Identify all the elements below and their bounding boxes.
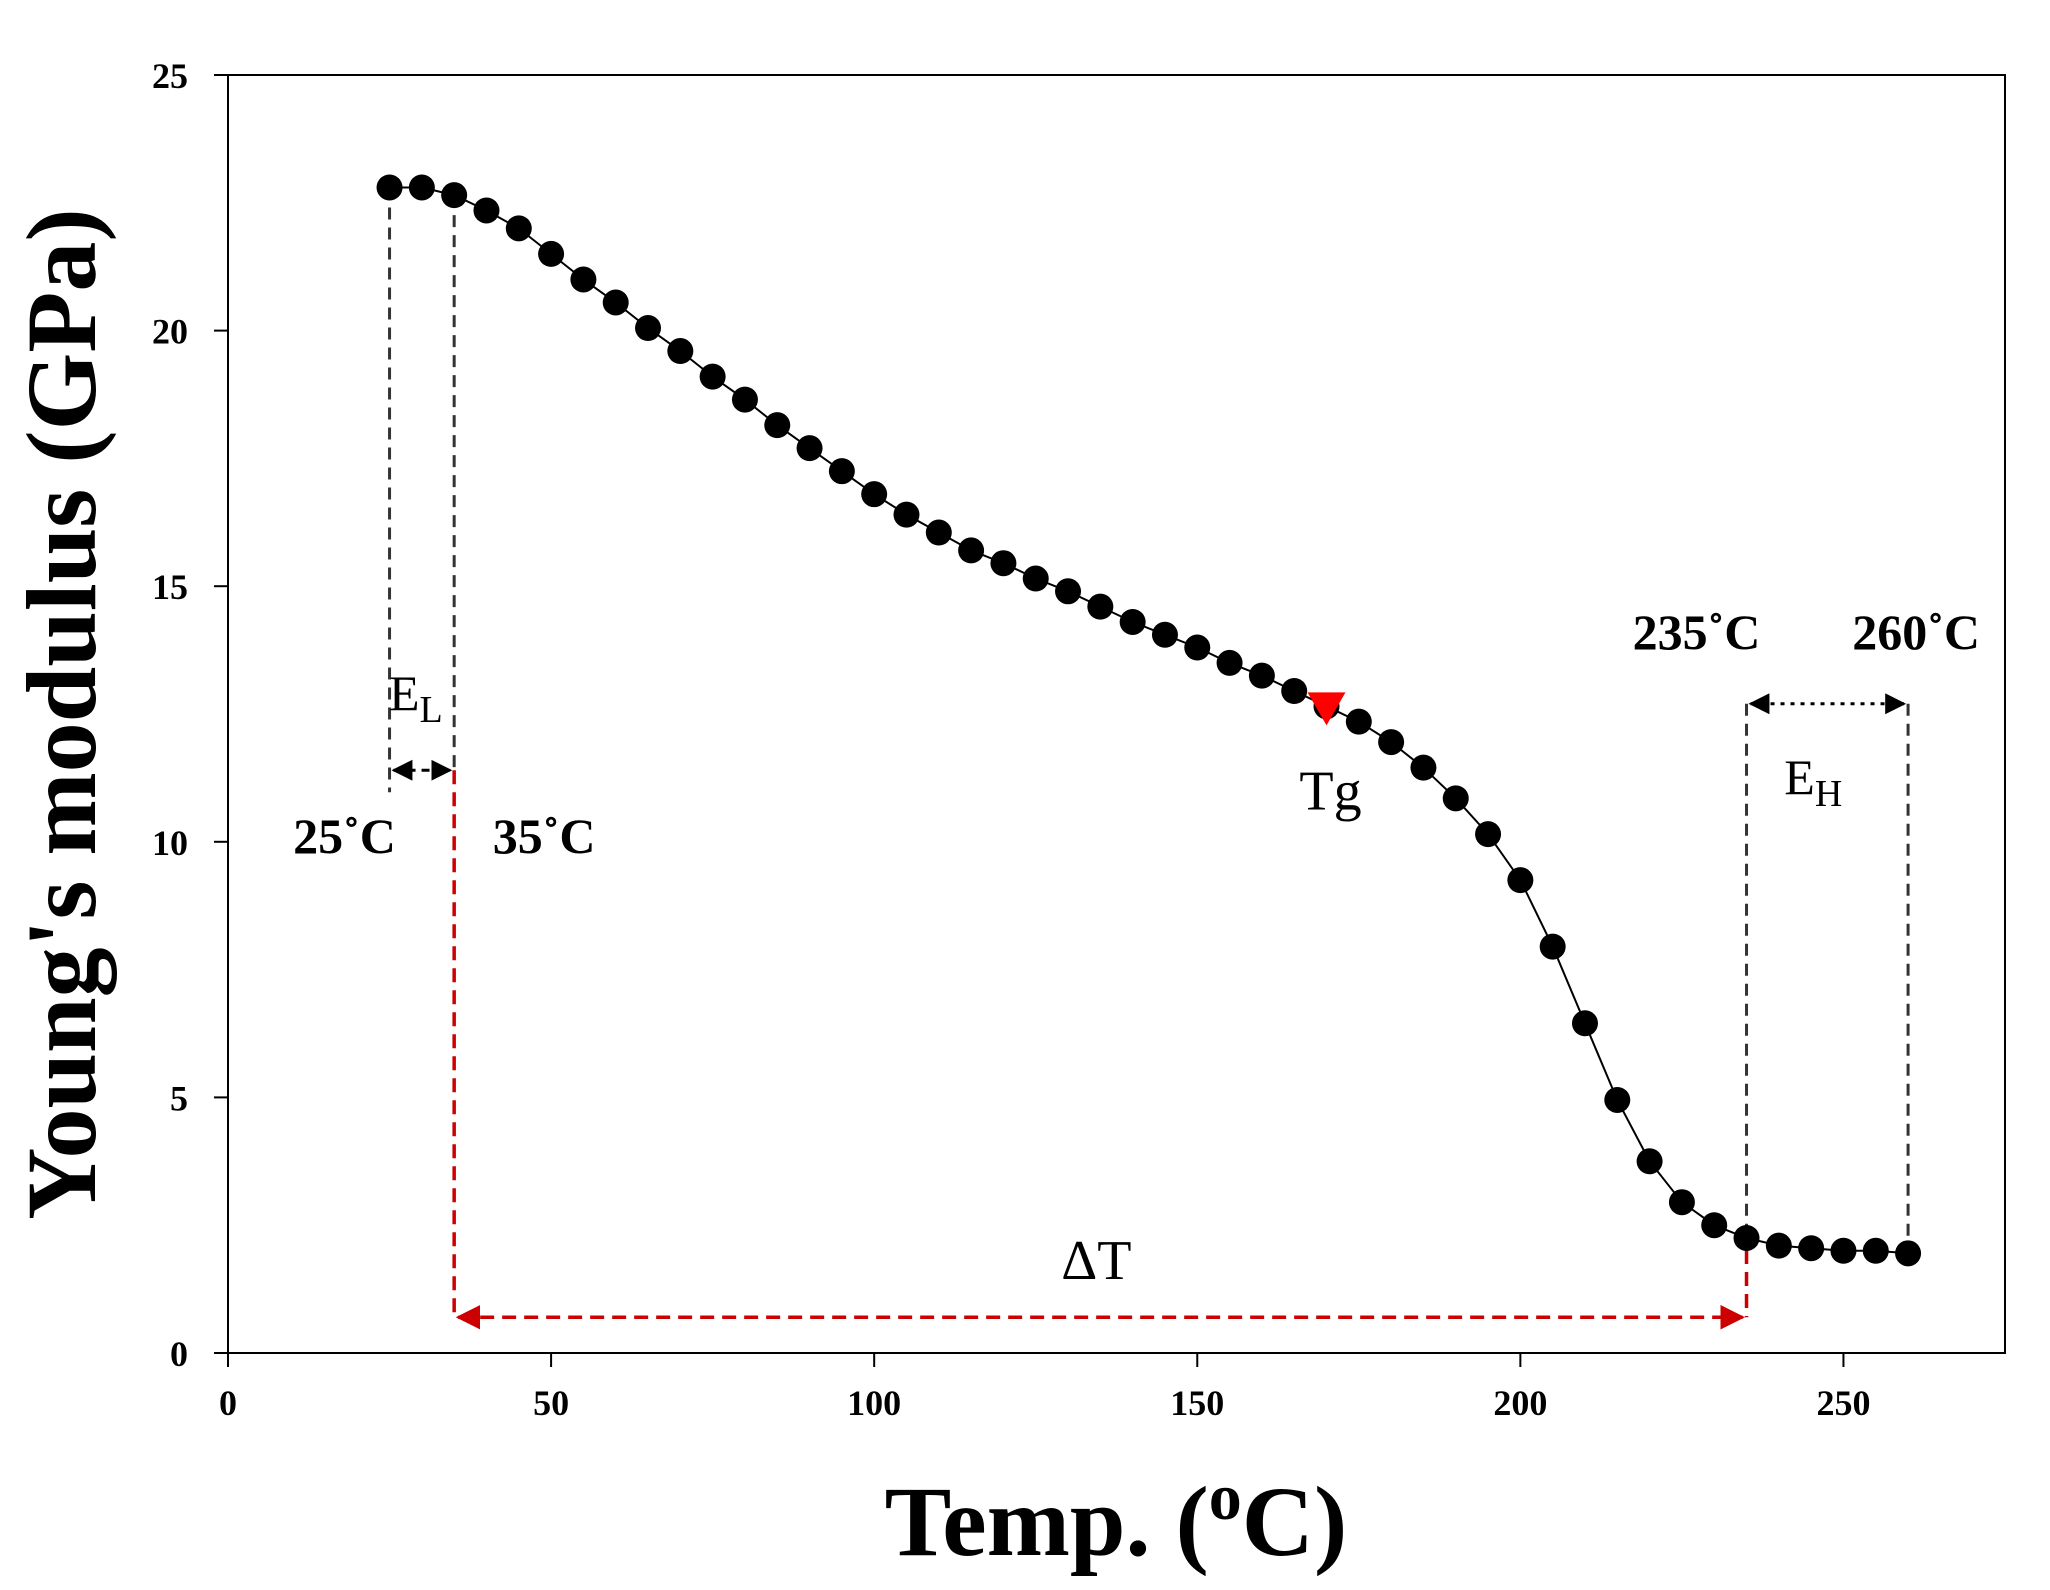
eh-label: EH: [1784, 749, 1842, 815]
data-point: [602, 289, 629, 316]
data-point: [958, 537, 985, 564]
x-tick-label: 150: [1170, 1383, 1224, 1423]
data-point: [1539, 933, 1566, 960]
x-tick-label: 0: [219, 1383, 237, 1423]
data-point: [1151, 621, 1178, 648]
data-point: [1216, 649, 1243, 676]
tg-label: Tg: [1299, 760, 1361, 822]
data-point: [1055, 578, 1082, 605]
data-point: [441, 182, 468, 209]
x-tick-label: 100: [847, 1383, 901, 1423]
y-tick-label: 5: [170, 1078, 188, 1118]
data-point: [1442, 785, 1469, 812]
data-point: [667, 338, 694, 365]
data-point: [635, 315, 662, 342]
x-axis-title: Temp. (oC): [885, 1461, 1348, 1577]
data-point: [925, 519, 952, 546]
data-point: [505, 215, 532, 242]
tg-marker-group: [1307, 692, 1346, 726]
data-point: [1895, 1240, 1922, 1267]
data-point: [1507, 867, 1534, 894]
data-point: [1733, 1224, 1760, 1251]
axis-ticks: 0 50 100 150 200 250 0 5 10 15 20 25: [152, 56, 1870, 1423]
data-point: [1022, 565, 1049, 592]
data-point: [1830, 1237, 1857, 1264]
data-point: [1345, 708, 1372, 735]
data-point: [1119, 608, 1146, 635]
data-point: [796, 435, 823, 462]
x-tick-label: 50: [533, 1383, 569, 1423]
data-point: [1862, 1237, 1889, 1264]
temp-235-label: 235˚C: [1633, 604, 1761, 660]
y-tick-label: 0: [170, 1334, 188, 1374]
data-point: [990, 550, 1017, 577]
data-point: [1475, 821, 1502, 848]
data-point: [376, 174, 403, 201]
data-point: [1571, 1010, 1598, 1037]
data-point: [828, 458, 855, 485]
data-point: [699, 363, 726, 390]
data-point: [1378, 729, 1405, 756]
data-point: [1087, 593, 1114, 620]
data-point: [893, 501, 920, 528]
plot-area-frame: [227, 74, 2006, 1354]
data-point: [1798, 1235, 1825, 1262]
data-point: [1184, 634, 1211, 661]
x-tick-label: 250: [1816, 1383, 1870, 1423]
data-point: [1410, 754, 1437, 781]
data-point: [1248, 662, 1275, 689]
y-tick-label: 20: [152, 312, 188, 352]
y-tick-label: 10: [152, 823, 188, 863]
series-points-group: [376, 174, 1922, 1267]
data-point: [473, 197, 500, 224]
series-line: [389, 186, 1909, 1255]
data-point: [731, 386, 758, 413]
y-axis-title: Young's modulus (GPa): [6, 208, 117, 1219]
el-label: EL: [389, 665, 443, 731]
data-point: [1636, 1148, 1663, 1175]
data-point: [408, 174, 435, 201]
data-point: [570, 266, 597, 293]
data-point: [1701, 1212, 1728, 1239]
delta-t-label: ΔT: [1061, 1230, 1131, 1292]
data-point: [1281, 677, 1308, 704]
y-tick-label: 15: [152, 567, 188, 607]
x-tick-label: 200: [1493, 1383, 1547, 1423]
tg-marker: [1307, 692, 1346, 726]
data-point: [1765, 1232, 1792, 1259]
temp-260-label: 260˚C: [1852, 604, 1980, 660]
series-line-group: [389, 186, 1909, 1255]
data-point: [1668, 1189, 1695, 1216]
temp-35-label: 35˚C: [493, 808, 596, 864]
data-point: [1604, 1086, 1631, 1113]
data-point: [861, 481, 888, 508]
annotation-guides: [388, 187, 1910, 1330]
y-tick-label: 25: [152, 56, 188, 96]
data-point: [764, 412, 791, 439]
data-point: [538, 240, 565, 267]
temp-25-label: 25˚C: [293, 808, 396, 864]
